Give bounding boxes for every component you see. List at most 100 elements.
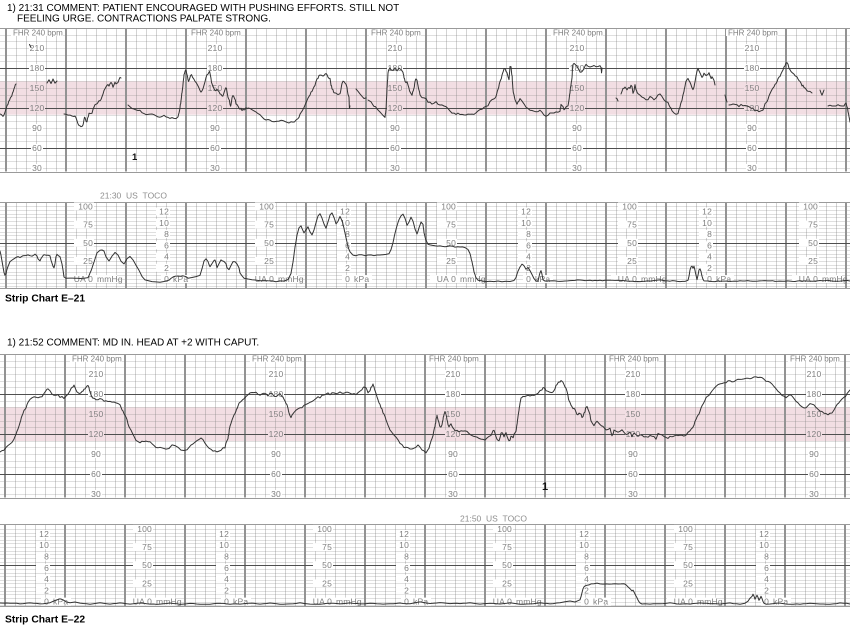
svg-text:mmHg: mmHg	[97, 274, 123, 284]
svg-text:1: 1	[132, 152, 138, 163]
svg-text:180: 180	[446, 389, 461, 399]
svg-text:100: 100	[259, 201, 274, 211]
svg-text:FHR 240 bpm: FHR 240 bpm	[72, 355, 122, 364]
svg-text:UA 0: UA 0	[674, 597, 693, 607]
svg-text:2: 2	[764, 585, 769, 595]
svg-text:4: 4	[707, 252, 712, 262]
svg-text:120: 120	[446, 429, 461, 439]
svg-text:kPa: kPa	[773, 597, 788, 607]
svg-text:FHR 240 bpm: FHR 240 bpm	[429, 355, 479, 364]
svg-text:FEELING URGE. CONTRACTIONS PAL: FEELING URGE. CONTRACTIONS PALPATE STRON…	[17, 14, 271, 25]
svg-text:8: 8	[764, 552, 769, 562]
svg-text:2: 2	[164, 263, 169, 273]
svg-text:210: 210	[208, 43, 223, 53]
svg-text:kPa: kPa	[173, 274, 188, 284]
svg-text:10: 10	[340, 218, 350, 228]
svg-text:25: 25	[627, 256, 637, 266]
svg-text:210: 210	[745, 43, 760, 53]
svg-text:FHR 240 bpm: FHR 240 bpm	[252, 355, 302, 364]
svg-text:6: 6	[584, 563, 589, 573]
svg-text:12: 12	[399, 529, 409, 539]
svg-text:6: 6	[224, 563, 229, 573]
svg-text:10: 10	[759, 540, 769, 550]
svg-text:210: 210	[570, 43, 585, 53]
svg-text:100: 100	[317, 524, 332, 534]
svg-text:8: 8	[404, 552, 409, 562]
svg-text:75: 75	[322, 542, 332, 552]
svg-text:2: 2	[224, 585, 229, 595]
svg-text:10: 10	[159, 218, 169, 228]
svg-text:6: 6	[526, 240, 531, 250]
svg-text:60: 60	[448, 469, 458, 479]
svg-text:90: 90	[628, 449, 638, 459]
svg-text:2: 2	[707, 263, 712, 273]
svg-text:4: 4	[164, 252, 169, 262]
svg-text:90: 90	[271, 449, 281, 459]
svg-text:4: 4	[44, 574, 49, 584]
svg-text:4: 4	[345, 252, 350, 262]
svg-text:100: 100	[678, 524, 693, 534]
svg-text:4: 4	[526, 252, 531, 262]
svg-text:0: 0	[764, 597, 769, 607]
svg-text:8: 8	[345, 229, 350, 239]
svg-text:100: 100	[441, 201, 456, 211]
svg-text:10: 10	[219, 540, 229, 550]
svg-text:FHR 240 bpm: FHR 240 bpm	[191, 29, 241, 38]
svg-text:90: 90	[91, 449, 101, 459]
svg-text:75: 75	[808, 220, 818, 230]
svg-text:150: 150	[89, 409, 104, 419]
svg-text:UA 0: UA 0	[255, 274, 274, 284]
svg-text:60: 60	[809, 469, 819, 479]
svg-text:6: 6	[707, 240, 712, 250]
svg-text:kPa: kPa	[593, 597, 608, 607]
svg-text:100: 100	[803, 201, 818, 211]
svg-text:210: 210	[388, 43, 403, 53]
svg-text:UA 0: UA 0	[799, 274, 818, 284]
svg-text:75: 75	[627, 220, 637, 230]
svg-text:21:50 US TOCO: 21:50 US TOCO	[460, 514, 527, 524]
svg-text:mmHg: mmHg	[460, 274, 486, 284]
svg-text:kPa: kPa	[53, 597, 68, 607]
svg-text:90: 90	[210, 123, 220, 133]
svg-text:150: 150	[30, 83, 45, 93]
svg-text:60: 60	[32, 143, 42, 153]
svg-text:210: 210	[89, 369, 104, 379]
svg-text:180: 180	[30, 63, 45, 73]
svg-text:4: 4	[764, 574, 769, 584]
svg-text:2: 2	[584, 585, 589, 595]
svg-text:12: 12	[340, 207, 350, 217]
svg-text:60: 60	[210, 143, 220, 153]
svg-text:0: 0	[224, 597, 229, 607]
svg-text:FHR 240 bpm: FHR 240 bpm	[13, 29, 63, 38]
svg-text:25: 25	[322, 578, 332, 588]
svg-text:1) 21:52 COMMENT: MD IN. HEAD: 1) 21:52 COMMENT: MD IN. HEAD AT +2 WITH…	[7, 338, 259, 349]
svg-text:0: 0	[404, 597, 409, 607]
svg-text:UA 0: UA 0	[133, 597, 152, 607]
svg-text:150: 150	[626, 409, 641, 419]
svg-text:210: 210	[30, 43, 45, 53]
svg-text:Strip Chart E–21: Strip Chart E–21	[5, 294, 85, 305]
svg-text:150: 150	[570, 83, 585, 93]
svg-text:10: 10	[521, 218, 531, 228]
svg-text:100: 100	[497, 524, 512, 534]
svg-text:180: 180	[269, 389, 284, 399]
svg-text:90: 90	[390, 123, 400, 133]
svg-text:UA 0: UA 0	[437, 274, 456, 284]
svg-text:210: 210	[626, 369, 641, 379]
svg-text:8: 8	[224, 552, 229, 562]
svg-text:180: 180	[807, 389, 822, 399]
svg-text:4: 4	[404, 574, 409, 584]
svg-text:8: 8	[707, 229, 712, 239]
svg-text:120: 120	[570, 103, 585, 113]
svg-text:120: 120	[388, 103, 403, 113]
svg-text:120: 120	[208, 103, 223, 113]
svg-text:50: 50	[808, 238, 818, 248]
svg-text:10: 10	[702, 218, 712, 228]
svg-text:30: 30	[210, 163, 220, 173]
svg-text:90: 90	[747, 123, 757, 133]
svg-text:21:30 US TOCO: 21:30 US TOCO	[100, 191, 167, 201]
svg-text:120: 120	[269, 429, 284, 439]
svg-text:30: 30	[390, 163, 400, 173]
svg-text:150: 150	[208, 83, 223, 93]
svg-text:90: 90	[572, 123, 582, 133]
